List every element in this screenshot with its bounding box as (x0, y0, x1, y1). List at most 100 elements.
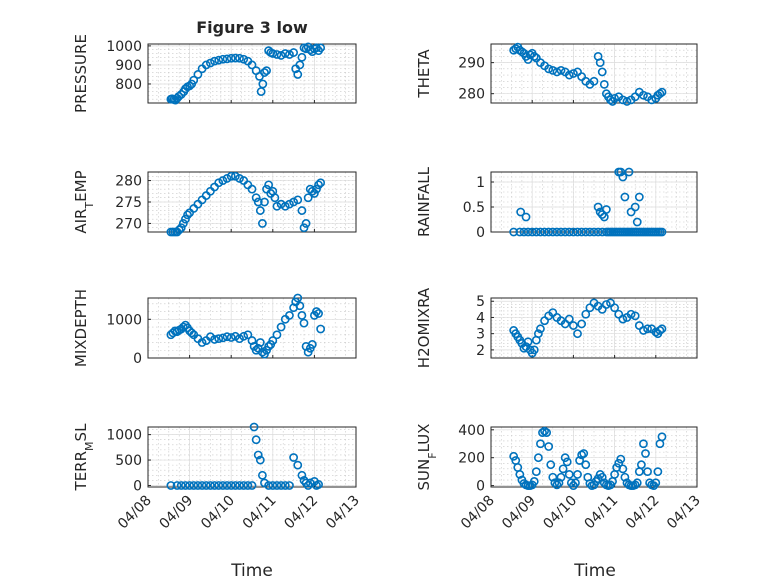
panel-7-data-point (257, 470, 267, 480)
panel-2-data-point (564, 70, 574, 80)
panel-8-data-point (651, 478, 661, 488)
panel-3-data-point (235, 174, 244, 183)
panel-6-data-point (523, 337, 533, 347)
panel-7-data-point (247, 481, 257, 490)
panel-3-data-point (276, 199, 286, 209)
panel-3-data-point (293, 195, 303, 205)
panel-5-data-point (222, 332, 232, 342)
panel-1-data-point (193, 70, 203, 79)
panel-3-data-point (218, 176, 228, 185)
panel-1-data-point (260, 68, 269, 77)
panel-4-data-point (634, 192, 644, 202)
panel-1-data-point (258, 79, 268, 89)
panel-1-data-point (293, 70, 303, 79)
panel-6-data-point (577, 319, 587, 329)
panel-3-data-point (183, 210, 192, 220)
panel-5-y-tick-label: 1000 (106, 312, 142, 328)
panel-7-data-point (230, 481, 240, 490)
panel-3-data-point (222, 174, 232, 183)
panel-4-data-point (509, 227, 519, 237)
panel-3-data-point (264, 180, 274, 190)
panel-7-data-point (249, 422, 259, 432)
panel-5-data-point (307, 340, 317, 349)
panel-4-data-point (573, 227, 582, 237)
panel-5-data-point (314, 309, 323, 318)
panel-4-data-point (516, 207, 526, 217)
panel-4-data-point (632, 217, 642, 227)
panel-7-data-point (201, 481, 211, 490)
panel-7-data-point (293, 460, 303, 470)
panel-2-data-point (544, 64, 554, 74)
panel-5-data-point (257, 347, 267, 357)
panel-5-data-point (243, 330, 253, 340)
panel-8-data-point (653, 467, 663, 477)
panel-8-data-point (571, 478, 580, 488)
panel-7-data-point (289, 453, 298, 462)
panel-6-data-point (657, 324, 667, 334)
panel-4-data-point (515, 227, 525, 237)
panel-5-data-point (268, 336, 278, 345)
panel-2-data-point (548, 65, 558, 75)
panel-4-data-point (620, 192, 630, 202)
panel-8-data-point (548, 472, 558, 482)
panel-5-data-point (178, 322, 188, 332)
panel-8-data-point (564, 470, 574, 479)
panel-4-data-point (552, 227, 562, 237)
panel-6-data-point (536, 324, 545, 334)
panel-7-data-point (210, 481, 219, 490)
panel-5-data-point (239, 331, 249, 341)
panel-8-data-point (531, 467, 541, 477)
panel-3-y-axis-label: AIRTEMP (72, 170, 96, 233)
panel-3-data-point (270, 193, 280, 203)
panel-1-data-point (230, 53, 240, 63)
x-axis-label-left: Time (230, 561, 273, 581)
panel-6-data-point (529, 345, 539, 355)
panel-2-data-point (606, 95, 615, 105)
panel-3-data-point (257, 219, 267, 228)
panel-1-data-point (235, 53, 244, 63)
panel-5-data-point (226, 333, 236, 342)
panel-1-data-point (205, 58, 215, 68)
panel-1-data-point (222, 54, 232, 64)
panel-8-data-point (620, 472, 630, 482)
panel-5-data-point (264, 341, 274, 351)
panel-7-data-point (222, 481, 232, 490)
panel-7-data-point (255, 455, 265, 465)
panel-3-data-point (226, 171, 236, 181)
panel-4-data-point (657, 227, 667, 237)
panel-7-y-tick-label: 500 (115, 453, 142, 469)
panel-4-data-point (601, 205, 611, 214)
panel-4-data-point (581, 227, 591, 237)
panel-1-data-point (280, 49, 290, 58)
panel-6-y-tick-label: 5 (476, 294, 485, 310)
panel-8-data-point (573, 470, 582, 479)
panel-1-y-tick-label: 900 (115, 58, 142, 74)
panel-8-data-point (550, 478, 560, 488)
x-axis-label-right: Time (573, 561, 616, 581)
panel-8-data-point (558, 464, 568, 474)
panel-8-data-point (529, 477, 539, 486)
panel-3-data-point (303, 193, 313, 203)
panel-4-data-point (585, 227, 595, 237)
panel-2-data-point (589, 76, 599, 86)
panel-6-data-point (581, 309, 591, 319)
panel-2-frame (490, 43, 698, 104)
panel-7-data-point (218, 481, 228, 490)
panel-8-data-point (556, 472, 566, 482)
panel-2-data-point (647, 95, 657, 105)
panel-4-data-point (521, 212, 531, 222)
panel-1-y-tick-label: 800 (115, 77, 142, 93)
panel-2-data-point (610, 93, 619, 103)
panel-8-data-point (616, 454, 626, 464)
panel-5-data-point (295, 301, 305, 311)
panel-7-data-point (268, 481, 278, 490)
panel-6-data-point (569, 321, 578, 330)
panel-6-data-point (630, 311, 640, 321)
panel-1-data-point (226, 53, 236, 63)
panel-4-data-point (564, 227, 574, 237)
panel-5-data-point (276, 322, 286, 332)
panel-4-data-point (548, 227, 558, 237)
panel-8-data-point (593, 474, 603, 484)
panel-4-data-point (616, 167, 626, 177)
panel-7-y-tick-label: 1000 (106, 428, 142, 444)
